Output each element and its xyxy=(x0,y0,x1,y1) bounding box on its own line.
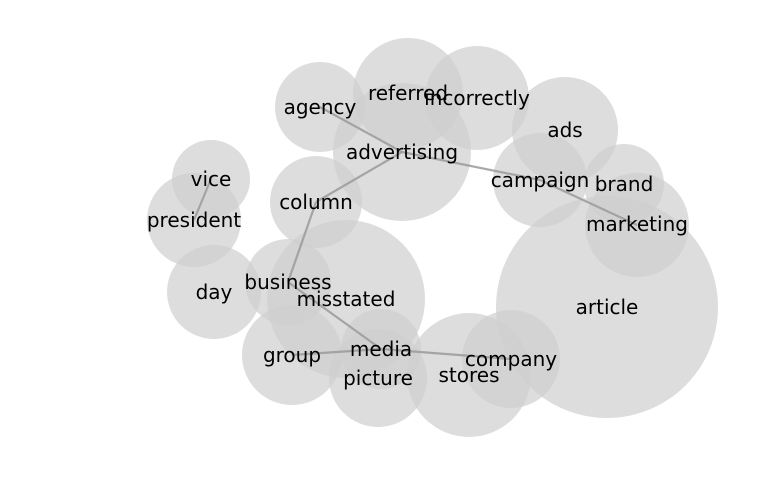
edge-agency-advertising xyxy=(319,106,403,153)
label-marketing: marketing xyxy=(586,212,688,236)
bubble-day xyxy=(167,245,261,339)
label-stores: stores xyxy=(438,363,499,387)
label-campaign: campaign xyxy=(491,168,590,192)
edge-group-media xyxy=(291,347,382,357)
label-brand: brand xyxy=(595,172,654,196)
label-business: business xyxy=(244,270,331,294)
label-group: group xyxy=(263,343,321,367)
edge-campaign-marketing xyxy=(539,179,638,226)
label-vice: vice xyxy=(191,167,232,191)
label-advertising: advertising xyxy=(346,140,458,164)
bubble-incorrectly xyxy=(425,46,529,150)
label-referred: referred xyxy=(368,81,448,105)
label-misstated: misstated xyxy=(297,287,396,311)
labels: agency referred incorrectly advertising … xyxy=(147,81,688,390)
label-picture: picture xyxy=(343,366,413,390)
label-agency: agency xyxy=(284,95,357,119)
edges xyxy=(192,106,638,361)
edge-column-business xyxy=(286,201,318,283)
label-president: president xyxy=(147,208,241,232)
label-column: column xyxy=(279,190,353,214)
edge-advertising-column xyxy=(315,151,403,203)
edge-vice-president xyxy=(192,178,213,221)
edge-business-media xyxy=(287,281,382,350)
bubble-brand xyxy=(584,144,664,224)
label-ads: ads xyxy=(547,118,582,142)
edge-media-company xyxy=(380,347,512,361)
label-incorrectly: incorrectly xyxy=(424,86,530,110)
edge-advertising-campaign xyxy=(401,150,541,182)
label-article: article xyxy=(576,295,639,319)
label-company: company xyxy=(465,347,557,371)
label-day: day xyxy=(196,280,233,304)
label-media: media xyxy=(350,337,412,361)
